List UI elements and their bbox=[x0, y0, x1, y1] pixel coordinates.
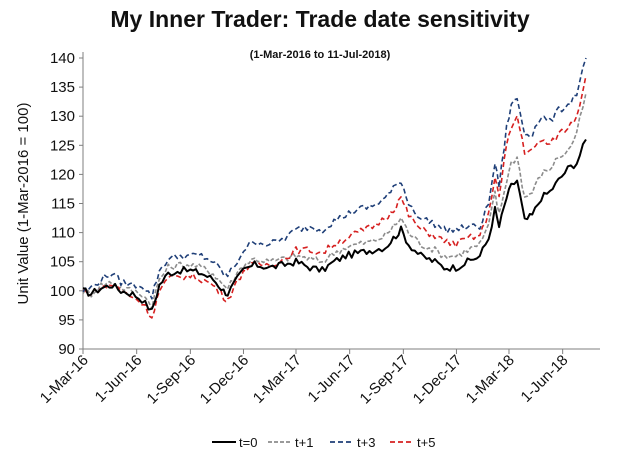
x-tick-label: 1-Dec-16 bbox=[197, 352, 253, 408]
x-tick-label: 1-Mar-17 bbox=[250, 352, 305, 407]
y-tick-label: 115 bbox=[51, 196, 75, 213]
legend-label-1: t+1 bbox=[295, 435, 313, 450]
x-tick-label: 1-Sep-17 bbox=[357, 352, 413, 408]
x-tick-label: 1-Jun-16 bbox=[92, 352, 146, 406]
x-tick-label: 1-Mar-18 bbox=[463, 352, 518, 407]
y-axis-label: Unit Value (1-Mar-2016 = 100) bbox=[15, 103, 32, 305]
plot-area: 90951001051101151201251301351401-Mar-16 1… bbox=[0, 0, 640, 465]
y-tick-label: 140 bbox=[50, 50, 75, 67]
chart: My Inner Trader: Trade date sensitivity … bbox=[0, 0, 640, 465]
y-tick-label: 130 bbox=[50, 108, 75, 125]
x-tick-label: 1-Jun-17 bbox=[305, 352, 359, 406]
y-tick-label: 95 bbox=[58, 312, 75, 329]
y-tick-label: 90 bbox=[58, 341, 75, 358]
x-tick-label: 1-Dec-17 bbox=[410, 352, 466, 408]
y-tick-label: 135 bbox=[50, 79, 75, 96]
y-tick-label: 100 bbox=[50, 283, 75, 300]
y-tick-label: 105 bbox=[50, 254, 75, 271]
y-tick-label: 120 bbox=[50, 166, 75, 183]
legend-label-2: t+3 bbox=[357, 435, 375, 450]
y-tick-label: 125 bbox=[50, 137, 75, 154]
y-tick-label: 110 bbox=[51, 225, 75, 242]
series-line-t3 bbox=[83, 58, 586, 299]
x-tick-label: 1-Mar-16 bbox=[37, 352, 92, 407]
x-tick-label: 1-Jun-18 bbox=[518, 352, 572, 406]
legend-label-3: t+5 bbox=[417, 435, 435, 450]
x-tick-label: 1-Sep-16 bbox=[144, 352, 200, 408]
legend-label-0: t=0 bbox=[239, 435, 257, 450]
